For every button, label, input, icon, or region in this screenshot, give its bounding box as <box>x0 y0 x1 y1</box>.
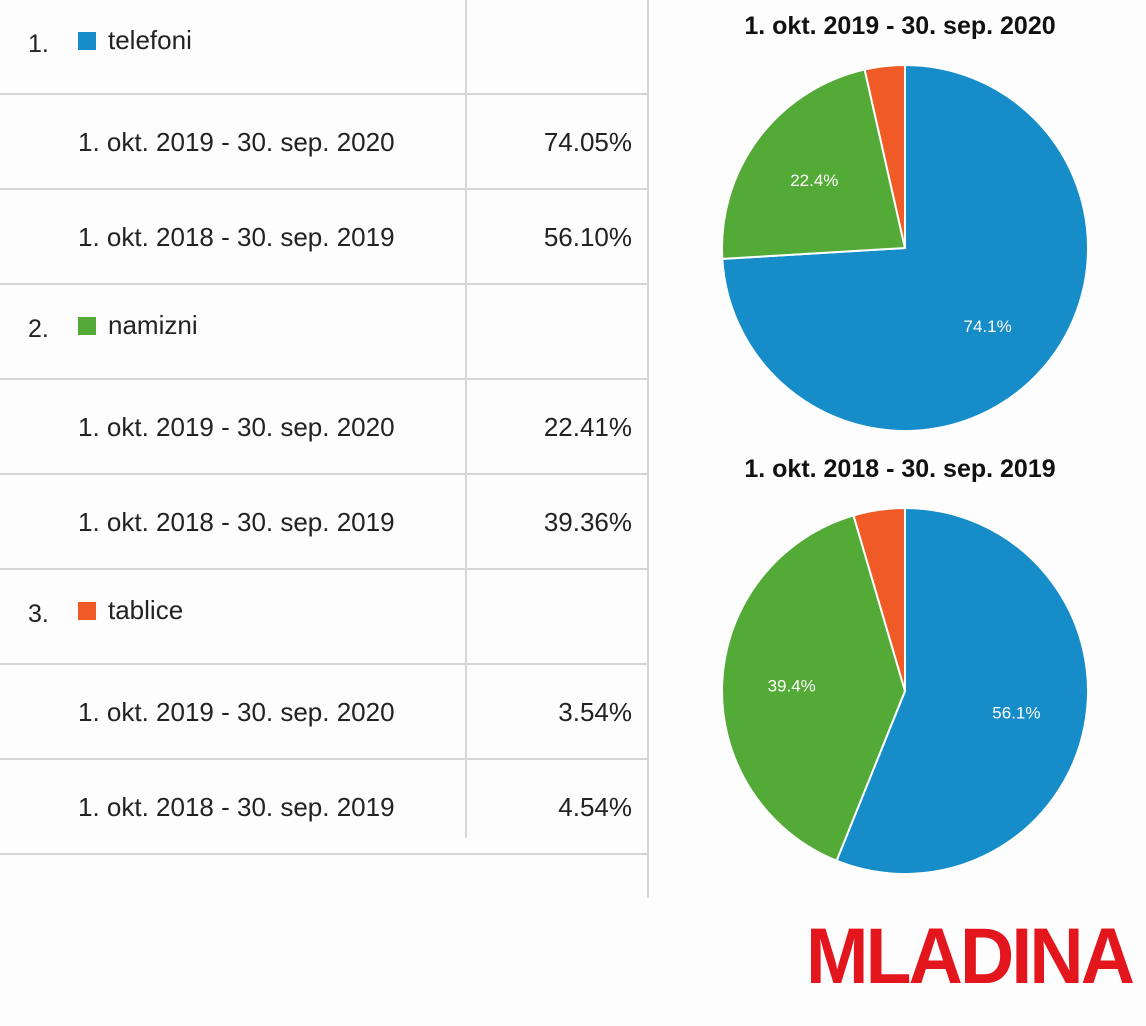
pie-data-label: 22.4% <box>790 171 838 190</box>
table-row: 1. okt. 2019 - 30. sep. 2020 3.54% <box>0 665 648 760</box>
pie-chart: 56.1% 39.4% <box>721 506 1089 875</box>
share-value: 39.36% <box>543 507 632 537</box>
pie-data-label: 74.1% <box>963 317 1011 336</box>
share-value: 74.05% <box>543 127 632 157</box>
column-divider <box>465 0 467 838</box>
pie-title: 1. okt. 2019 - 30. sep. 2020 <box>744 12 1056 40</box>
share-value: 4.54% <box>558 792 632 822</box>
period-label: 1. okt. 2018 - 30. sep. 2019 <box>78 222 395 252</box>
category-name: tablice <box>108 595 184 625</box>
pie-slice-namizni <box>721 68 907 260</box>
category-row: 2. namizni <box>0 285 648 380</box>
share-value: 3.54% <box>558 697 632 727</box>
category-name: telefoni <box>108 25 192 55</box>
pie-slice-namizni <box>721 514 907 863</box>
share-value: 56.10% <box>543 222 632 252</box>
period-label: 1. okt. 2019 - 30. sep. 2020 <box>78 127 395 157</box>
pie-data-label: 39.4% <box>768 676 816 695</box>
pie-slice-tablice <box>852 506 906 692</box>
data-table: 1. telefoni 1. okt. 2019 - 30. sep. 2020… <box>0 0 648 855</box>
legend-swatch <box>78 32 96 50</box>
category-row: 3. tablice <box>0 570 648 665</box>
pie-title: 1. okt. 2018 - 30. sep. 2019 <box>744 455 1056 483</box>
category-index: 2. <box>28 315 49 343</box>
pie-slice-telefoni <box>835 506 1089 875</box>
category-index: 3. <box>28 600 49 628</box>
pie-chart: 74.1% 22.4% <box>721 63 1089 432</box>
pie-slice-tablice <box>863 63 906 249</box>
category-row: 1. telefoni <box>0 0 648 95</box>
mladina-logo: MLADINA <box>806 911 1135 1000</box>
pie-data-label: 56.1% <box>992 704 1040 723</box>
table-row: 1. okt. 2018 - 30. sep. 2019 39.36% <box>0 475 648 570</box>
legend-swatch <box>78 317 96 335</box>
table-row: 1. okt. 2019 - 30. sep. 2020 22.41% <box>0 380 648 475</box>
category-index: 1. <box>28 30 49 58</box>
table-row: 1. okt. 2018 - 30. sep. 2019 56.10% <box>0 190 648 285</box>
table-row: 1. okt. 2018 - 30. sep. 2019 4.54% <box>0 760 648 855</box>
legend-swatch <box>78 602 96 620</box>
share-value: 22.41% <box>543 412 632 442</box>
period-label: 1. okt. 2018 - 30. sep. 2019 <box>78 507 395 537</box>
period-label: 1. okt. 2019 - 30. sep. 2020 <box>78 412 395 442</box>
category-name: namizni <box>108 310 198 340</box>
table-row: 1. okt. 2019 - 30. sep. 2020 74.05% <box>0 95 648 190</box>
table-right-border <box>647 0 649 898</box>
period-label: 1. okt. 2018 - 30. sep. 2019 <box>78 792 395 822</box>
period-label: 1. okt. 2019 - 30. sep. 2020 <box>78 697 395 727</box>
